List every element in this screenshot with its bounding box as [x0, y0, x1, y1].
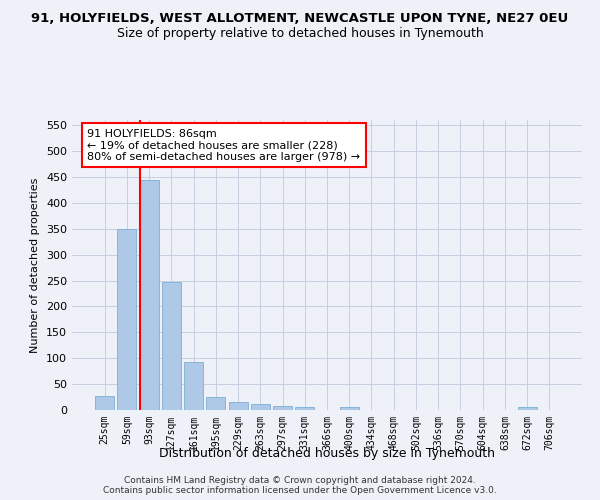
Bar: [140, 180, 158, 410]
Text: Distribution of detached houses by size in Tynemouth: Distribution of detached houses by size …: [159, 448, 495, 460]
Bar: [95, 396, 114, 410]
Text: 91, HOLYFIELDS, WEST ALLOTMENT, NEWCASTLE UPON TYNE, NE27 0EU: 91, HOLYFIELDS, WEST ALLOTMENT, NEWCASTL…: [31, 12, 569, 26]
Bar: [229, 402, 248, 410]
Text: Size of property relative to detached houses in Tynemouth: Size of property relative to detached ho…: [116, 28, 484, 40]
Bar: [295, 407, 314, 410]
Bar: [340, 408, 359, 410]
Y-axis label: Number of detached properties: Number of detached properties: [31, 178, 40, 352]
Bar: [518, 408, 536, 410]
Bar: [184, 362, 203, 410]
Bar: [118, 229, 136, 410]
Text: Contains HM Land Registry data © Crown copyright and database right 2024.
Contai: Contains HM Land Registry data © Crown c…: [103, 476, 497, 495]
Bar: [206, 397, 225, 410]
Bar: [273, 406, 292, 410]
Bar: [251, 404, 270, 410]
Text: 91 HOLYFIELDS: 86sqm
← 19% of detached houses are smaller (228)
80% of semi-deta: 91 HOLYFIELDS: 86sqm ← 19% of detached h…: [88, 128, 361, 162]
Bar: [162, 282, 181, 410]
